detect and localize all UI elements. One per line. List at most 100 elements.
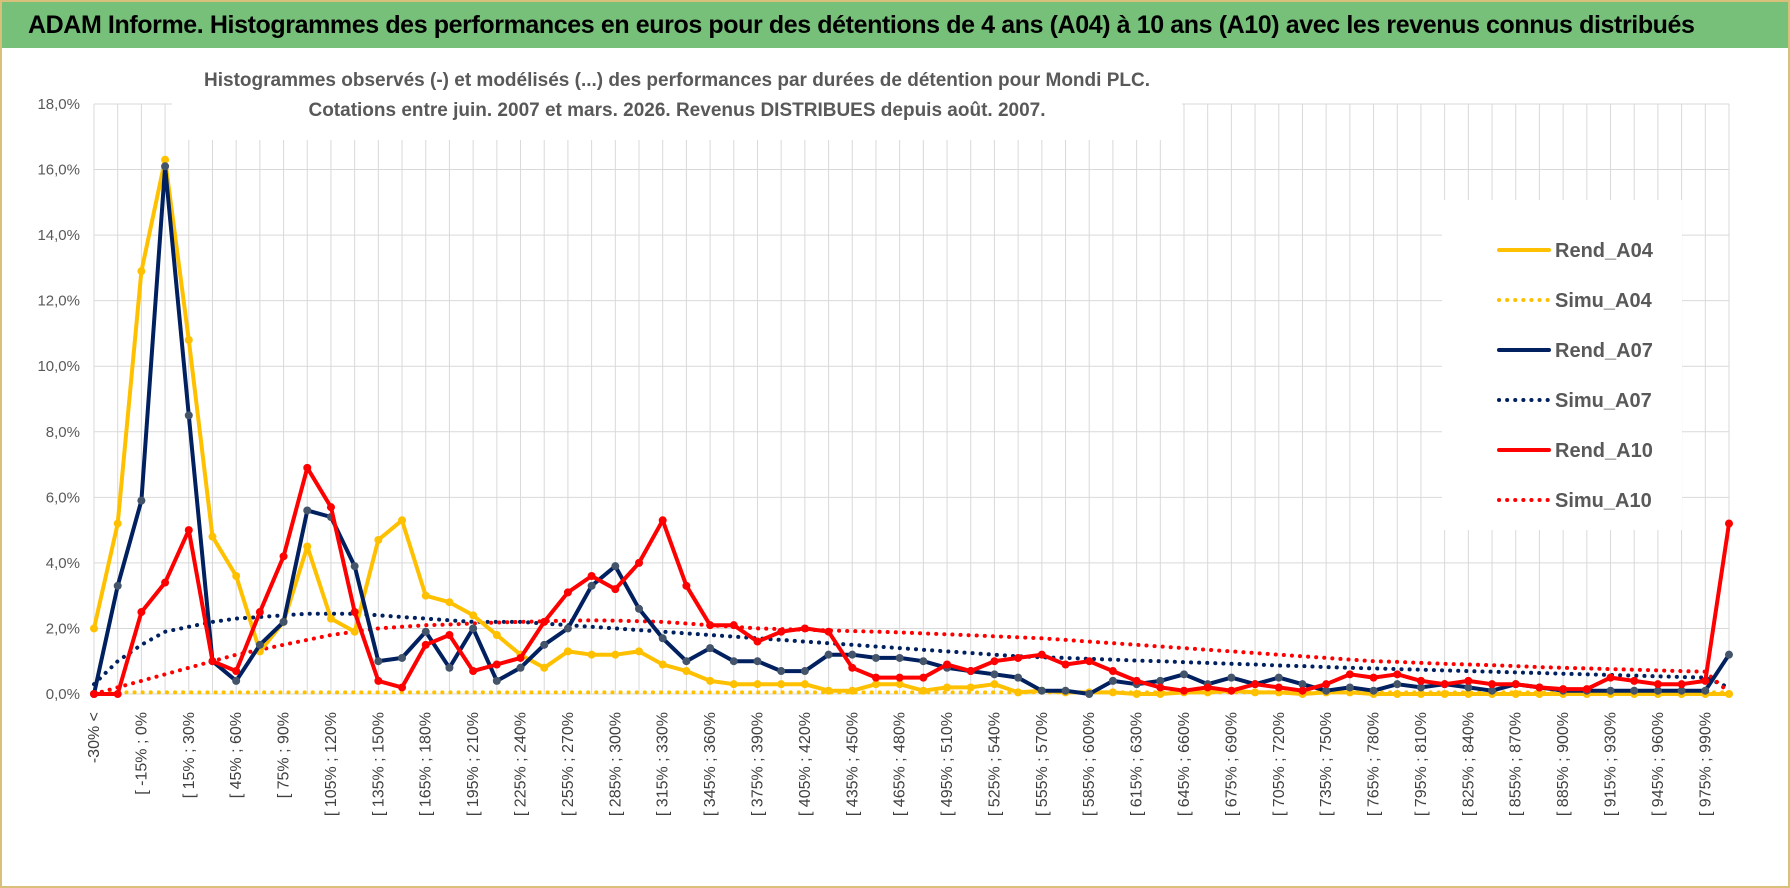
data-point — [161, 162, 170, 171]
series-simu-a10 — [92, 618, 1731, 696]
data-point — [848, 650, 857, 659]
x-tick-label: [ 195% ; 210% — [465, 712, 482, 816]
data-point — [1274, 673, 1283, 682]
data-point — [1511, 690, 1520, 698]
data-point — [1156, 683, 1165, 692]
data-point — [161, 578, 170, 587]
x-tick-label: [ 795% ; 810% — [1413, 712, 1430, 816]
legend-label: Rend_A04 — [1555, 240, 1654, 262]
title-background — [172, 62, 1182, 140]
data-point — [824, 650, 833, 659]
data-point — [492, 631, 501, 639]
data-point — [706, 676, 715, 685]
data-point — [350, 608, 359, 617]
chart-title: Histogrammes observés (-) et modélisés (… — [204, 70, 1150, 91]
data-point — [682, 667, 691, 676]
data-point — [729, 657, 738, 666]
data-point — [1132, 676, 1141, 685]
data-point — [374, 676, 383, 685]
data-point — [587, 572, 596, 580]
data-point — [161, 155, 170, 164]
data-point — [1227, 686, 1236, 695]
data-point — [303, 506, 312, 515]
data-point — [658, 634, 667, 643]
x-tick-label: [ 975% ; 990% — [1697, 712, 1714, 816]
data-point — [1725, 519, 1733, 528]
data-point — [1322, 686, 1331, 695]
data-point — [137, 496, 146, 505]
data-point — [255, 608, 264, 617]
data-point — [1630, 686, 1639, 695]
data-point — [445, 598, 454, 607]
data-point — [1108, 667, 1117, 676]
legend-label: Simu_A10 — [1555, 490, 1652, 512]
series-layer — [90, 155, 1733, 698]
data-point — [919, 657, 928, 666]
data-point — [1014, 688, 1023, 697]
data-point — [990, 680, 999, 689]
x-tick-label: [ 165% ; 180% — [418, 712, 435, 816]
data-point — [1630, 676, 1639, 685]
data-point — [635, 604, 643, 613]
data-point — [1677, 686, 1686, 695]
data-point — [374, 657, 383, 666]
data-point — [232, 667, 241, 676]
data-point — [706, 621, 715, 630]
data-point — [492, 676, 501, 685]
data-point — [1393, 690, 1402, 698]
banner-title: ADAM Informe. Histogrammes des performan… — [28, 10, 1695, 39]
data-point — [800, 624, 809, 633]
data-point — [1061, 660, 1070, 669]
data-point — [398, 653, 407, 662]
legend-label: Simu_A04 — [1555, 290, 1653, 312]
x-tick-label: [ 555% ; 570% — [1034, 712, 1051, 816]
data-point — [682, 657, 691, 666]
data-point — [1180, 670, 1188, 679]
data-point — [895, 673, 904, 682]
data-point — [563, 588, 572, 597]
x-tick-label: [ 315% ; 330% — [655, 712, 672, 816]
data-point — [990, 670, 999, 679]
data-point — [113, 581, 122, 590]
x-tick-label: [ 225% ; 240% — [513, 712, 530, 816]
data-point — [232, 676, 241, 685]
data-point — [350, 562, 359, 571]
x-tick-label: [ 45% ; 60% — [228, 712, 245, 798]
data-point — [208, 532, 217, 541]
data-point — [232, 572, 241, 580]
legend: Rend_A04 Simu_A04 Rend_A07 Simu_A07 Rend_A10… — [1497, 240, 1654, 512]
data-point — [800, 680, 809, 689]
data-point — [1393, 670, 1402, 679]
x-tick-label: [ 585% ; 600% — [1081, 712, 1098, 816]
data-point — [469, 624, 478, 633]
data-point — [1464, 690, 1473, 698]
data-point — [516, 653, 525, 662]
legend-label: Simu_A07 — [1555, 390, 1652, 412]
data-point — [113, 690, 122, 698]
data-point — [469, 667, 478, 676]
data-point — [350, 627, 359, 636]
x-tick-label: [ 135% ; 150% — [370, 712, 387, 816]
data-point — [943, 683, 952, 692]
data-point — [1156, 690, 1165, 698]
x-tick-label: [ 915% ; 930% — [1603, 712, 1620, 816]
x-tick-label: [ 375% ; 390% — [749, 712, 766, 816]
data-point — [1416, 690, 1425, 698]
data-point — [1014, 653, 1023, 662]
chart-subtitle: Cotations entre juin. 2007 et mars. 2026… — [308, 100, 1045, 121]
data-point — [1701, 686, 1710, 695]
x-tick-label: [ 15% ; 30% — [181, 712, 198, 798]
y-tick-label: 16,0% — [37, 162, 80, 179]
legend-background — [1442, 200, 1682, 530]
data-point — [753, 680, 762, 689]
data-point — [1037, 686, 1046, 695]
data-point — [1464, 676, 1473, 685]
data-point — [1345, 683, 1354, 692]
data-point — [1132, 690, 1141, 698]
y-tick-label: 12,0% — [37, 293, 80, 310]
data-point — [1725, 690, 1733, 698]
data-point — [871, 653, 880, 662]
data-point — [635, 558, 643, 567]
x-tick-label: [ 285% ; 300% — [607, 712, 624, 816]
data-point — [1416, 676, 1425, 685]
